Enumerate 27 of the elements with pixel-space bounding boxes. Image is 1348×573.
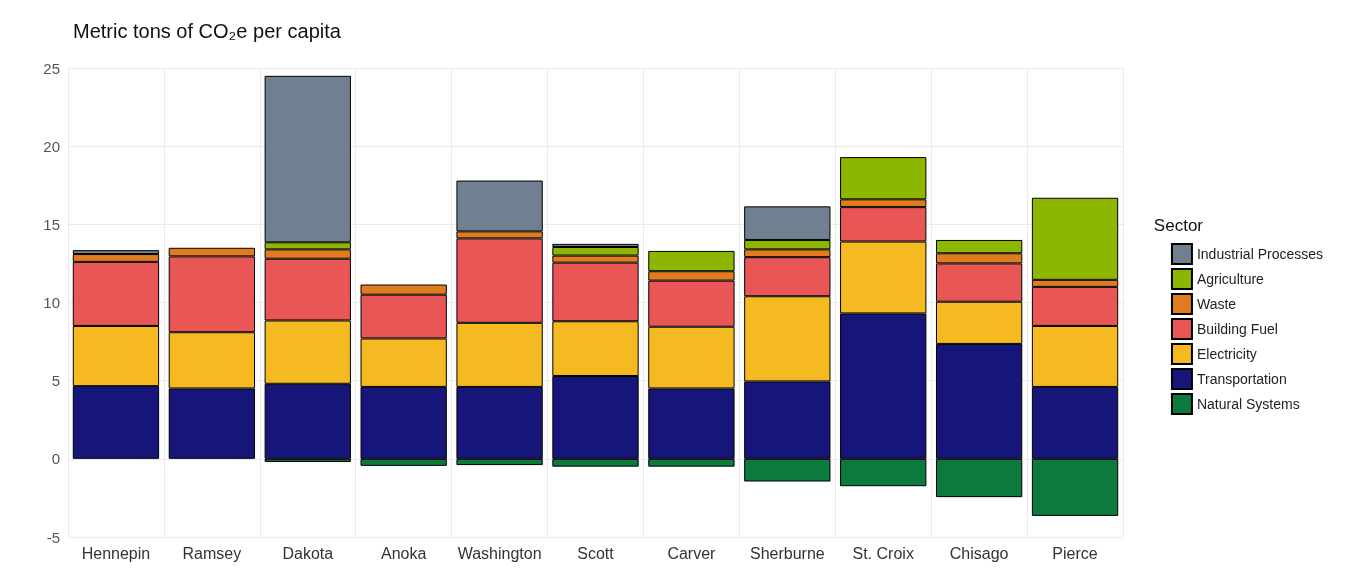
y-tick-label: 20	[43, 137, 60, 155]
x-tick-label: Dakota	[282, 544, 334, 562]
legend-label: Waste	[1196, 296, 1237, 312]
x-tick-label: Hennepin	[81, 544, 151, 562]
x-tick-label: Scott	[577, 544, 615, 562]
x-tick-label: Pierce	[1052, 544, 1098, 562]
legend-label: Building Fuel	[1196, 321, 1278, 337]
legend-label: Industrial Processes	[1196, 246, 1324, 262]
chart-title: Metric tons of CO₂e per capita	[73, 20, 342, 42]
y-tick-label: 5	[51, 372, 60, 390]
y-tick-label: 15	[43, 215, 60, 233]
legend-label: Agriculture	[1196, 271, 1265, 287]
x-tick-label: Sherburne	[749, 544, 825, 562]
x-tick-label: Washington	[457, 544, 542, 562]
legend-title: Sector	[1153, 216, 1204, 235]
y-tick-label: 10	[43, 294, 60, 311]
x-tick-label: St. Croix	[852, 544, 914, 562]
legend-label: Electricity	[1196, 346, 1257, 362]
x-tick-label: Ramsey	[182, 544, 242, 562]
legend-label: Transportation	[1196, 371, 1287, 387]
y-tick-label: -5	[46, 528, 60, 546]
x-tick-label: Carver	[667, 544, 717, 562]
y-tick-label: 0	[51, 450, 60, 468]
x-tick-label: Anoka	[380, 544, 427, 562]
legend-label: Natural Systems	[1196, 396, 1300, 412]
x-tick-label: Chisago	[949, 544, 1009, 562]
y-tick-label: 25	[43, 59, 60, 77]
